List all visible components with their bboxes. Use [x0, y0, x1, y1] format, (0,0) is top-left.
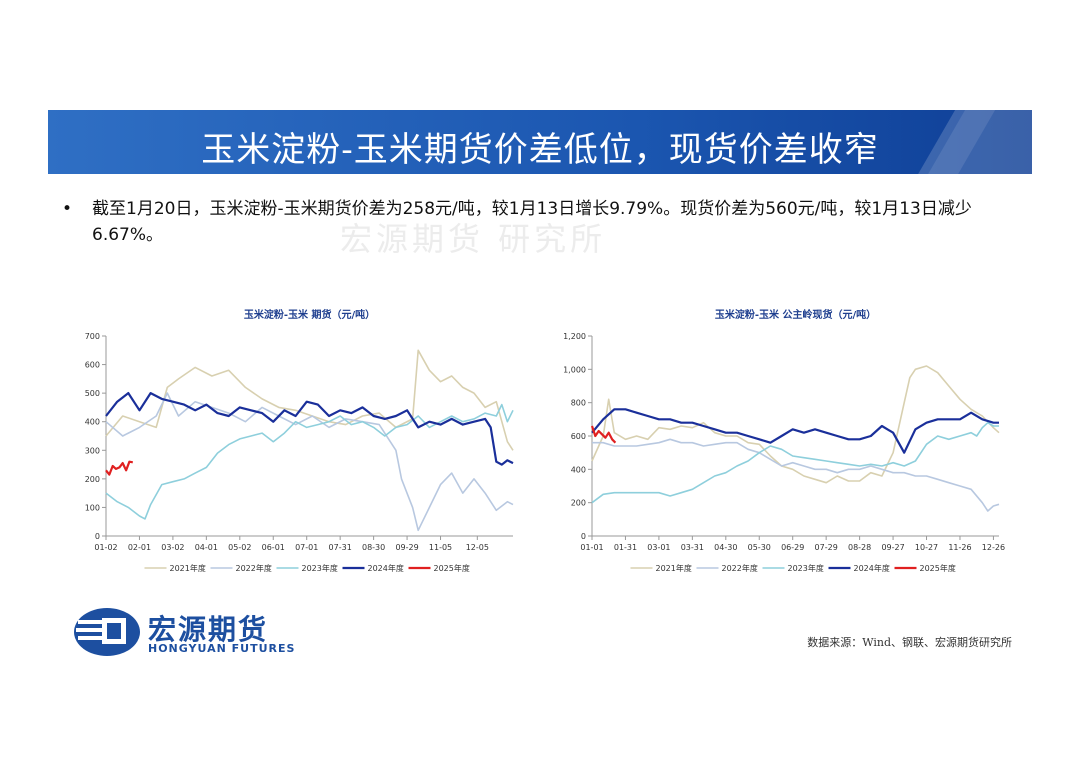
x-tick-label: 04-01	[195, 543, 218, 552]
y-tick-label: 1,200	[563, 332, 586, 341]
title-bar: 玉米淀粉-玉米期货价差低位，现货价差收窄	[48, 110, 1032, 174]
legend-label: 2024年度	[368, 563, 404, 573]
x-tick-label: 09-27	[881, 543, 904, 552]
spot-spread-chart-svg: 玉米淀粉-玉米 公主岭现货（元/吨） 0 200 400 600 800 1,000 1,20…	[563, 308, 1005, 573]
x-tick-label: 11-05	[429, 543, 452, 552]
legend-label: 2022年度	[722, 563, 758, 573]
y-tick-label: 600	[85, 361, 100, 370]
y-tick-label: 800	[571, 399, 586, 408]
series-line-2022年度	[105, 392, 514, 532]
y-tick-label: 200	[85, 475, 100, 484]
chart-title: 玉米淀粉-玉米 公主岭现货（元/吨）	[715, 308, 876, 321]
y-tick-label: 300	[85, 446, 100, 455]
legend-label: 2025年度	[434, 563, 470, 573]
logo-name: 宏源期货	[148, 613, 269, 646]
series-line-2025年度	[105, 460, 133, 476]
series-line-2022年度	[592, 438, 1000, 512]
x-tick-label: 08-28	[848, 543, 871, 552]
legend-label: 2024年度	[854, 563, 890, 573]
y-tick-label: 1,000	[563, 365, 586, 374]
legend-label: 2021年度	[656, 563, 692, 573]
watermark: 宏源期货 研究所	[340, 220, 607, 258]
y-tick-label: 200	[571, 499, 586, 508]
series-line-2023年度	[591, 421, 999, 504]
x-tick-label: 07-31	[329, 543, 352, 552]
chart-title: 玉米淀粉-玉米 期货（元/吨）	[244, 308, 375, 321]
x-tick-label: 06-29	[781, 543, 804, 552]
y-tick-label: 700	[85, 332, 100, 341]
y-tick-label: 500	[85, 389, 100, 398]
data-source: 数据来源：Wind、钢联、宏源期货研究所	[807, 636, 1012, 649]
futures-spread-chart-svg: 玉米淀粉-玉米 期货（元/吨） 0 100 200 300 400 500 600 700 01-…	[85, 308, 514, 573]
y-tick-label: 0	[581, 532, 586, 541]
series-line-2024年度	[591, 408, 999, 454]
x-tick-label: 04-30	[714, 543, 737, 552]
x-tick-label: 01-02	[94, 543, 117, 552]
x-tick-label: 07-29	[815, 543, 838, 552]
company-logo: 宏源期货 HONGYUAN FUTURES	[72, 606, 312, 660]
x-tick-label: 08-30	[362, 543, 385, 552]
legend-label: 2022年度	[236, 563, 272, 573]
series-line-2021年度	[591, 365, 1000, 484]
y-tick-label: 400	[85, 418, 100, 427]
x-tick-label: 05-30	[748, 543, 771, 552]
y-tick-label: 0	[95, 532, 100, 541]
y-tick-label: 100	[85, 503, 100, 512]
x-tick-label: 01-31	[614, 543, 637, 552]
bullet-dot: •	[62, 199, 73, 219]
logo-icon	[74, 608, 140, 656]
legend-label: 2023年度	[302, 563, 338, 573]
series-line-2024年度	[105, 391, 514, 466]
x-tick-label: 05-02	[228, 543, 251, 552]
y-tick-label: 600	[571, 432, 586, 441]
x-tick-label: 12-05	[466, 543, 489, 552]
page-title: 玉米淀粉-玉米期货价差低位，现货价差收窄	[201, 130, 879, 170]
x-tick-label: 12-26	[982, 543, 1005, 552]
logo-english-name: HONGYUAN FUTURES	[148, 642, 296, 655]
x-tick-label: 06-01	[262, 543, 285, 552]
series-line-2023年度	[105, 403, 514, 520]
futures-spread-chart: 玉米淀粉-玉米 期货（元/吨） 0 100 200 300 400 500 600 700 01-…	[58, 296, 528, 590]
legend-label: 2021年度	[170, 563, 206, 573]
x-tick-label: 03-02	[161, 543, 184, 552]
series-line-2025年度	[590, 425, 617, 444]
legend-label: 2025年度	[920, 563, 956, 573]
x-tick-label: 09-29	[395, 543, 418, 552]
x-tick-label: 11-26	[948, 543, 971, 552]
x-tick-label: 07-01	[295, 543, 318, 552]
x-tick-label: 03-31	[681, 543, 704, 552]
legend-label: 2023年度	[788, 563, 824, 573]
x-tick-label: 10-27	[915, 543, 938, 552]
bullet-text: 截至1月20日，玉米淀粉-玉米期货价差为258元/吨，较1月13日增长9.79%…	[92, 199, 972, 245]
x-tick-label: 03-01	[647, 543, 670, 552]
y-tick-label: 400	[571, 465, 586, 474]
spot-spread-chart: 玉米淀粉-玉米 公主岭现货（元/吨） 0 200 400 600 800 1,000 1,20…	[544, 296, 1014, 590]
x-tick-label: 01-01	[580, 543, 603, 552]
x-tick-label: 02-01	[128, 543, 151, 552]
